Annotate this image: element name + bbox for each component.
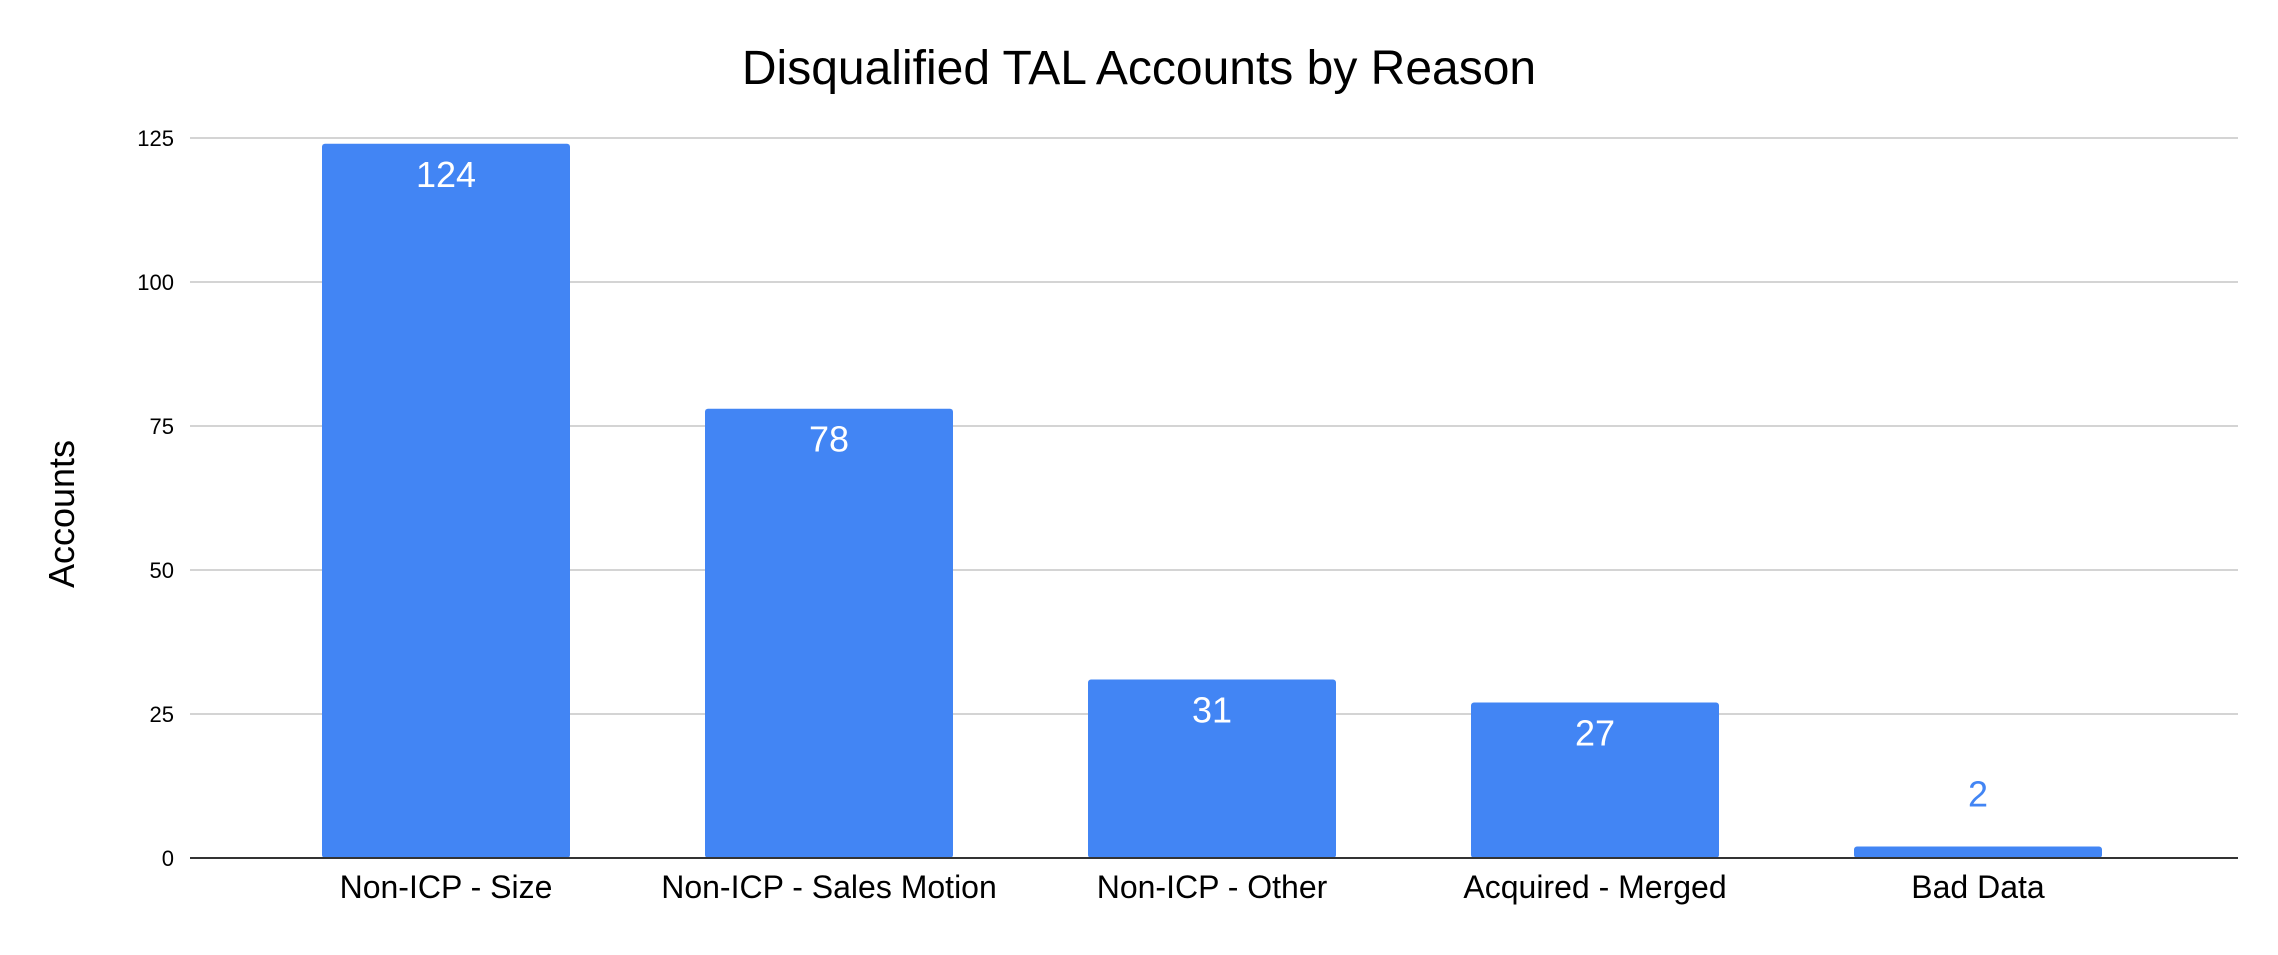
y-tick-label: 0 bbox=[162, 846, 174, 871]
x-category-label: Non-ICP - Other bbox=[1097, 869, 1328, 905]
bar bbox=[322, 143, 570, 858]
y-tick-label: 100 bbox=[137, 270, 174, 295]
bars: 124 78 31 27 2 bbox=[322, 143, 2102, 858]
bar bbox=[1088, 679, 1336, 858]
y-tick-label: 125 bbox=[137, 126, 174, 151]
bar bbox=[705, 408, 953, 858]
bar-value-label: 78 bbox=[809, 419, 849, 460]
y-tick-label: 75 bbox=[150, 414, 174, 439]
y-tick-label: 25 bbox=[150, 702, 174, 727]
bar-value-label: 124 bbox=[416, 154, 476, 195]
bar-value-label: 27 bbox=[1575, 712, 1615, 753]
x-axis-labels: Non-ICP - Size Non-ICP - Sales Motion Non-… bbox=[340, 869, 2045, 905]
bar bbox=[1854, 846, 2102, 858]
x-category-label: Bad Data bbox=[1911, 869, 2045, 905]
x-category-label: Acquired - Merged bbox=[1463, 869, 1726, 905]
bar bbox=[1471, 702, 1719, 858]
bar-value-label: 31 bbox=[1192, 689, 1232, 730]
y-axis-ticks: 0 25 50 75 100 125 bbox=[137, 126, 174, 871]
bar-value-label: 2 bbox=[1968, 773, 1988, 814]
y-tick-label: 50 bbox=[150, 558, 174, 583]
chart-title: Disqualified TAL Accounts by Reason bbox=[742, 42, 1536, 95]
x-category-label: Non-ICP - Sales Motion bbox=[661, 869, 997, 905]
y-axis-title: Accounts bbox=[41, 440, 82, 588]
x-category-label: Non-ICP - Size bbox=[340, 869, 553, 905]
